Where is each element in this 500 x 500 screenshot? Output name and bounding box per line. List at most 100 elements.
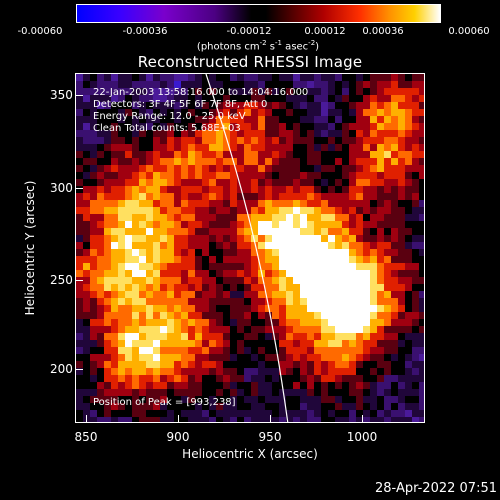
image-pixel bbox=[244, 137, 251, 144]
image-pixel bbox=[146, 319, 153, 326]
image-pixel bbox=[244, 151, 251, 158]
image-pixel bbox=[398, 151, 405, 158]
image-pixel bbox=[160, 354, 167, 361]
image-pixel bbox=[167, 326, 174, 333]
image-pixel bbox=[181, 207, 188, 214]
image-pixel bbox=[307, 221, 314, 228]
image-pixel bbox=[272, 109, 279, 116]
image-pixel bbox=[349, 137, 356, 144]
image-pixel bbox=[153, 214, 160, 221]
image-pixel bbox=[272, 235, 279, 242]
image-pixel bbox=[251, 88, 258, 95]
image-pixel bbox=[384, 340, 391, 347]
image-pixel bbox=[419, 256, 424, 263]
image-pixel bbox=[349, 396, 356, 403]
image-pixel bbox=[167, 375, 174, 382]
image-pixel bbox=[314, 256, 321, 263]
image-pixel bbox=[405, 347, 412, 354]
image-pixel bbox=[153, 158, 160, 165]
image-pixel bbox=[293, 347, 300, 354]
image-pixel bbox=[272, 291, 279, 298]
image-pixel bbox=[356, 396, 363, 403]
image-pixel bbox=[76, 81, 83, 88]
image-pixel bbox=[139, 151, 146, 158]
image-pixel bbox=[384, 207, 391, 214]
image-pixel bbox=[146, 333, 153, 340]
image-pixel bbox=[237, 312, 244, 319]
image-pixel bbox=[153, 319, 160, 326]
image-pixel bbox=[195, 235, 202, 242]
image-pixel bbox=[90, 263, 97, 270]
image-pixel bbox=[286, 186, 293, 193]
image-pixel bbox=[76, 305, 83, 312]
image-pixel bbox=[90, 410, 97, 417]
image-pixel bbox=[342, 249, 349, 256]
image-pixel bbox=[97, 102, 104, 109]
image-pixel bbox=[209, 242, 216, 249]
image-pixel bbox=[314, 179, 321, 186]
image-pixel bbox=[384, 326, 391, 333]
image-pixel bbox=[307, 123, 314, 130]
image-pixel bbox=[405, 284, 412, 291]
image-pixel bbox=[90, 151, 97, 158]
image-pixel bbox=[244, 284, 251, 291]
image-pixel bbox=[83, 284, 90, 291]
image-pixel bbox=[370, 123, 377, 130]
image-pixel bbox=[342, 158, 349, 165]
image-pixel bbox=[314, 368, 321, 375]
image-pixel bbox=[167, 144, 174, 151]
image-pixel bbox=[188, 172, 195, 179]
image-pixel bbox=[335, 81, 342, 88]
image-pixel bbox=[370, 144, 377, 151]
image-pixel bbox=[111, 235, 118, 242]
image-pixel bbox=[398, 214, 405, 221]
image-pixel bbox=[342, 354, 349, 361]
image-pixel bbox=[209, 361, 216, 368]
image-pixel bbox=[258, 158, 265, 165]
image-pixel bbox=[363, 74, 370, 81]
image-pixel bbox=[195, 200, 202, 207]
image-pixel bbox=[314, 130, 321, 137]
image-pixel bbox=[370, 74, 377, 81]
image-pixel bbox=[363, 347, 370, 354]
image-pixel bbox=[153, 333, 160, 340]
image-pixel bbox=[139, 319, 146, 326]
image-pixel bbox=[111, 179, 118, 186]
image-pixel bbox=[293, 256, 300, 263]
image-pixel bbox=[286, 249, 293, 256]
image-pixel bbox=[174, 95, 181, 102]
image-pixel bbox=[188, 284, 195, 291]
image-pixel bbox=[321, 81, 328, 88]
image-pixel bbox=[349, 214, 356, 221]
image-pixel bbox=[342, 319, 349, 326]
image-pixel bbox=[76, 333, 83, 340]
image-pixel bbox=[272, 102, 279, 109]
image-pixel bbox=[223, 284, 230, 291]
image-pixel bbox=[286, 95, 293, 102]
image-pixel bbox=[188, 333, 195, 340]
image-pixel bbox=[188, 305, 195, 312]
image-pixel bbox=[384, 270, 391, 277]
image-pixel bbox=[76, 389, 83, 396]
image-pixel bbox=[202, 116, 209, 123]
image-pixel bbox=[202, 200, 209, 207]
image-pixel bbox=[237, 130, 244, 137]
image-pixel bbox=[335, 333, 342, 340]
image-pixel bbox=[328, 81, 335, 88]
image-pixel bbox=[188, 228, 195, 235]
image-pixel bbox=[300, 242, 307, 249]
image-pixel bbox=[300, 312, 307, 319]
image-pixel bbox=[300, 200, 307, 207]
image-pixel bbox=[76, 193, 83, 200]
image-pixel bbox=[307, 109, 314, 116]
image-pixel bbox=[146, 235, 153, 242]
image-pixel bbox=[139, 305, 146, 312]
image-pixel bbox=[349, 179, 356, 186]
image-pixel bbox=[76, 179, 83, 186]
image-pixel bbox=[377, 368, 384, 375]
image-pixel bbox=[335, 228, 342, 235]
image-pixel bbox=[321, 228, 328, 235]
image-pixel bbox=[258, 74, 265, 81]
image-pixel bbox=[412, 207, 419, 214]
time-range-text: 22-Jan-2003 13:58:16.000 to 14:04:16.000 bbox=[93, 87, 309, 98]
